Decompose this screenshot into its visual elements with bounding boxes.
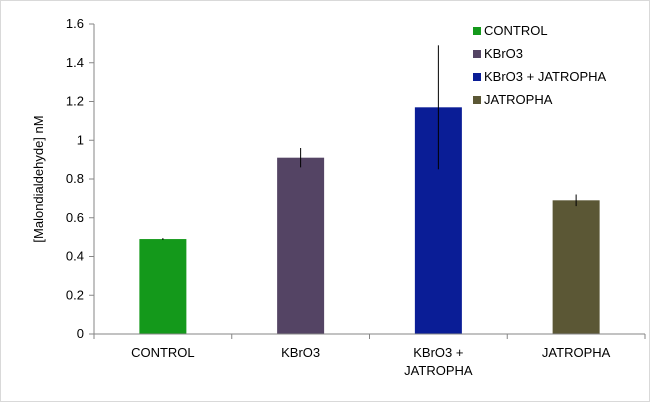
category-label: JATROPHA — [542, 345, 611, 360]
y-tick-label: 0.6 — [66, 210, 84, 225]
category-label: KBrO3 — [281, 345, 320, 360]
legend-label: JATROPHA — [484, 92, 553, 107]
y-tick-label: 1.6 — [66, 16, 84, 31]
legend-swatch — [473, 96, 481, 104]
bar — [277, 157, 325, 334]
y-tick-label: 1.2 — [66, 94, 84, 109]
y-tick-label: 0.2 — [66, 287, 84, 302]
y-tick-label: 0 — [77, 326, 84, 341]
legend-label: KBrO3 + JATROPHA — [484, 69, 607, 84]
legend-swatch — [473, 27, 481, 35]
x-axis-categories: CONTROL KBrO3 KBrO3 + JATROPHA JATROPHA — [93, 334, 646, 378]
legend-label: KBrO3 — [484, 46, 523, 61]
bar — [139, 239, 187, 334]
legend-swatch — [473, 50, 481, 58]
y-tick-label: 0.4 — [66, 249, 84, 264]
category-label: CONTROL — [131, 345, 195, 360]
y-tick-label: 0.8 — [66, 171, 84, 186]
category-label: JATROPHA — [404, 363, 473, 378]
bars — [139, 107, 600, 334]
legend: CONTROL KBrO3 KBrO3 + JATROPHA JATROPHA — [473, 23, 607, 107]
y-axis-title: [Malondialdehyde] nM — [31, 115, 46, 242]
y-tick-label: 1 — [77, 132, 84, 147]
legend-label: CONTROL — [484, 23, 548, 38]
legend-swatch — [473, 73, 481, 81]
y-axis-ticks: 0 0.2 0.4 0.6 0.8 1 1.2 1.4 1.6 — [66, 16, 94, 341]
bar — [552, 200, 600, 334]
error-bars — [162, 45, 577, 241]
y-tick-label: 1.4 — [66, 55, 84, 70]
category-label: KBrO3 + — [413, 345, 463, 360]
